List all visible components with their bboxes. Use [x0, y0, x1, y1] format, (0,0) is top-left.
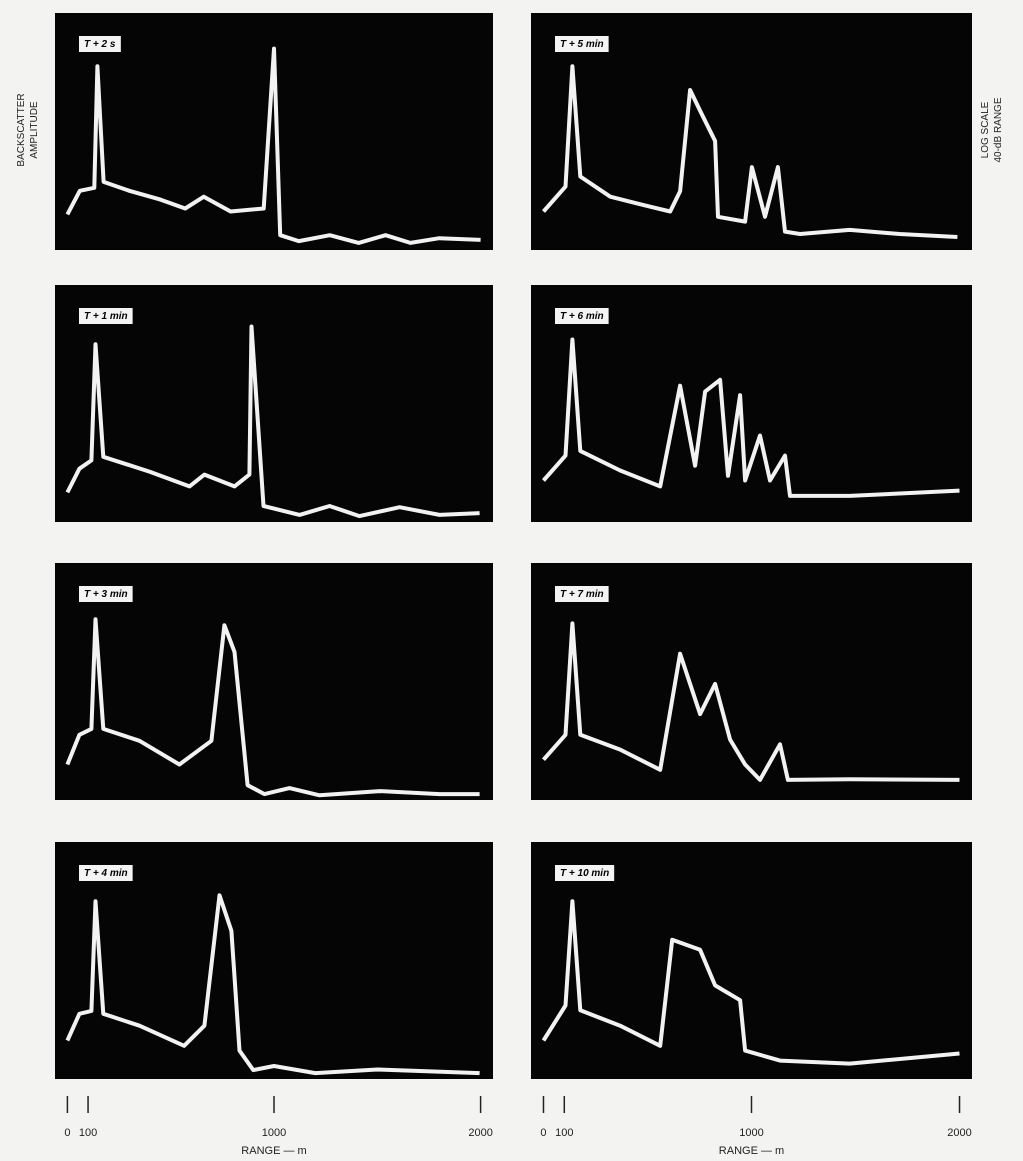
x-tick-label: 1000	[739, 1127, 763, 1139]
panel-title: T + 1 min	[84, 311, 128, 322]
trace	[65, 46, 481, 245]
panel-title: T + 5 min	[560, 39, 604, 50]
x-tick-label: 0	[540, 1127, 546, 1139]
y-axis-label: AMPLITUDE	[29, 101, 40, 159]
trace	[65, 324, 480, 519]
x-tick-label: 100	[79, 1127, 97, 1139]
panel-title: T + 2 s	[84, 39, 116, 50]
title-box	[79, 865, 133, 881]
panel	[531, 285, 972, 522]
panel	[55, 285, 493, 522]
panel-title: T + 4 min	[84, 868, 128, 879]
y-axis-label: BACKSCATTER	[16, 93, 27, 166]
trace	[65, 617, 480, 798]
trace	[542, 621, 960, 782]
title-box	[555, 36, 609, 52]
title-box	[555, 308, 609, 324]
trace	[542, 337, 960, 498]
panel-title: T + 10 min	[560, 868, 609, 879]
trace	[541, 899, 960, 1066]
y-axis-label: 40-dB RANGE	[993, 97, 1004, 162]
x-axis-label: RANGE — m	[719, 1145, 784, 1157]
title-box	[555, 865, 615, 881]
panel	[531, 563, 972, 800]
trace	[65, 893, 480, 1076]
panel	[55, 563, 493, 800]
panel	[531, 13, 972, 250]
panel	[55, 842, 493, 1079]
x-tick-label: 2000	[947, 1127, 971, 1139]
title-box	[79, 308, 133, 324]
panel-title: T + 7 min	[560, 589, 604, 600]
y-axis-label: LOG SCALE	[980, 101, 991, 158]
x-tick-label: 0	[64, 1127, 70, 1139]
title-box	[555, 586, 609, 602]
x-tick-label: 2000	[468, 1127, 492, 1139]
trace	[542, 64, 958, 239]
title-box	[79, 586, 133, 602]
x-tick-label: 100	[555, 1127, 573, 1139]
panel-title: T + 6 min	[560, 311, 604, 322]
panel-title: T + 3 min	[84, 589, 128, 600]
title-box	[79, 36, 121, 52]
x-axis-label: RANGE — m	[241, 1145, 306, 1157]
panel	[531, 842, 972, 1079]
x-tick-label: 1000	[262, 1127, 286, 1139]
